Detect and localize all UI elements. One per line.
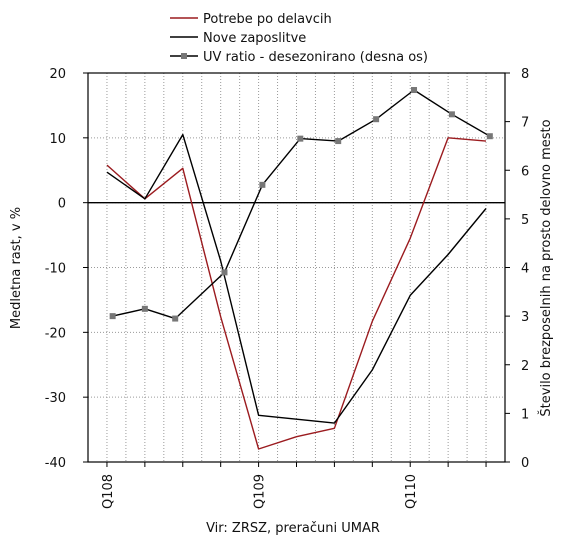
x-tick-label: Q109 xyxy=(253,474,268,509)
y-left-tick-label: -30 xyxy=(45,391,66,406)
y-right-axis-title: Število brezposelnih na prosto delovno m… xyxy=(538,119,554,416)
y-right-tick-label: 3 xyxy=(521,310,529,325)
legend-label: UV ratio - desezonirano (desna os) xyxy=(203,50,428,65)
legend-label: Potrebe po delavcih xyxy=(203,12,332,27)
series-point xyxy=(141,305,148,312)
source-note: Vir: ZRSZ, preračuni UMAR xyxy=(206,521,380,536)
series xyxy=(106,87,493,450)
y-left-tick-label: -20 xyxy=(45,326,66,341)
y-right-tick-label: 5 xyxy=(521,213,529,228)
y-right-tick-label: 0 xyxy=(521,456,529,471)
series-point xyxy=(411,87,418,94)
y-left-tick-label: -10 xyxy=(45,262,66,277)
y-right-tick-label: 4 xyxy=(521,262,529,277)
y-right-tick-label: 2 xyxy=(521,359,529,374)
y-right-tick-label: 8 xyxy=(521,67,529,82)
x-tick-label: Q108 xyxy=(101,474,116,509)
y-right-tick-label: 6 xyxy=(521,164,529,179)
y-left-tick-label: 10 xyxy=(49,132,66,147)
series-point xyxy=(221,269,228,276)
y-left-tick-label: 0 xyxy=(58,197,66,212)
y-left-tick-label: 20 xyxy=(49,67,66,82)
series-point xyxy=(373,116,380,123)
grid xyxy=(88,72,505,463)
series-line xyxy=(106,133,487,424)
legend-marker xyxy=(181,53,187,59)
series-point xyxy=(448,111,455,118)
series-line xyxy=(112,89,491,320)
x-tick-label: Q110 xyxy=(404,474,419,509)
y-right-tick-label: 7 xyxy=(521,116,529,131)
series-point xyxy=(335,138,342,145)
legend: Potrebe po delavcih Nove zaposlitve UV rat… xyxy=(170,12,428,65)
y-right-tick-label: 1 xyxy=(521,407,529,422)
y-left-axis-title: Medletna rast, v % xyxy=(9,207,24,329)
series-point xyxy=(172,315,179,322)
y-left-tick-label: -40 xyxy=(45,456,66,471)
series-point xyxy=(109,313,116,320)
series-point xyxy=(486,133,493,140)
series-point xyxy=(297,135,304,142)
series-line xyxy=(106,137,487,450)
series-point xyxy=(259,181,266,188)
legend-label: Nove zaposlitve xyxy=(203,31,306,46)
